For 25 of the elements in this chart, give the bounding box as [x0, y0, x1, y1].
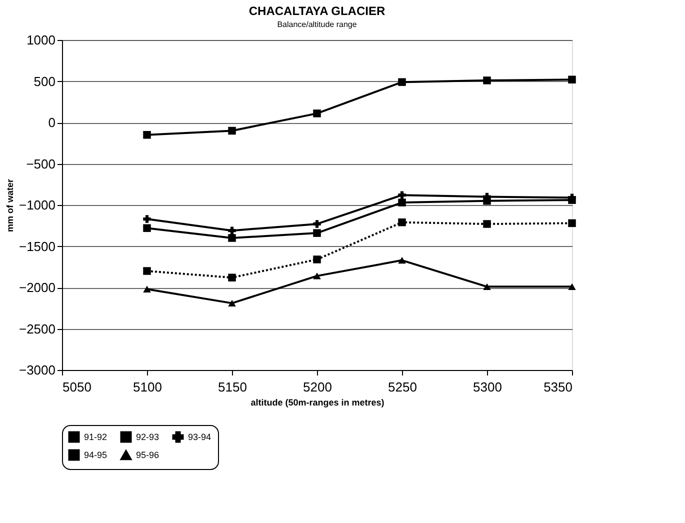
x-axis-title: altitude (50m-ranges in metres) — [250, 398, 384, 408]
legend-label: 94-95 — [84, 450, 108, 460]
x-tick-label: 5150 — [218, 380, 247, 394]
legend-label: 92-93 — [136, 432, 160, 442]
y-tick-label: −1000 — [18, 198, 56, 212]
y-tick-label: −500 — [26, 156, 56, 172]
y-tick-label: 1000 — [26, 32, 56, 48]
x-tick-label: 5200 — [303, 380, 332, 394]
y-tick-label: 500 — [34, 74, 56, 89]
y-axis-title: mm of water — [4, 178, 15, 232]
x-tick-label: 5050 — [62, 380, 92, 394]
y-tick-label: −2500 — [18, 321, 56, 336]
x-tick-label: 5250 — [388, 380, 417, 394]
y-tick-label: −1500 — [18, 238, 56, 254]
x-tick-label: 5350 — [544, 380, 572, 394]
legend-label: 93-94 — [188, 432, 212, 442]
legend-label: 95-96 — [136, 450, 160, 460]
y-tick-label: −3000 — [18, 362, 56, 378]
y-tick-label: −2000 — [18, 280, 56, 295]
x-tick-label: 5100 — [133, 380, 162, 394]
chart-subtitle: Balance/altitude range — [277, 20, 358, 29]
x-tick-label: 5300 — [473, 380, 502, 394]
legend-label: 91-92 — [84, 432, 108, 442]
y-tick-label: 0 — [48, 115, 56, 130]
chart-title: CHACALTAYA GLACIER — [248, 4, 386, 18]
